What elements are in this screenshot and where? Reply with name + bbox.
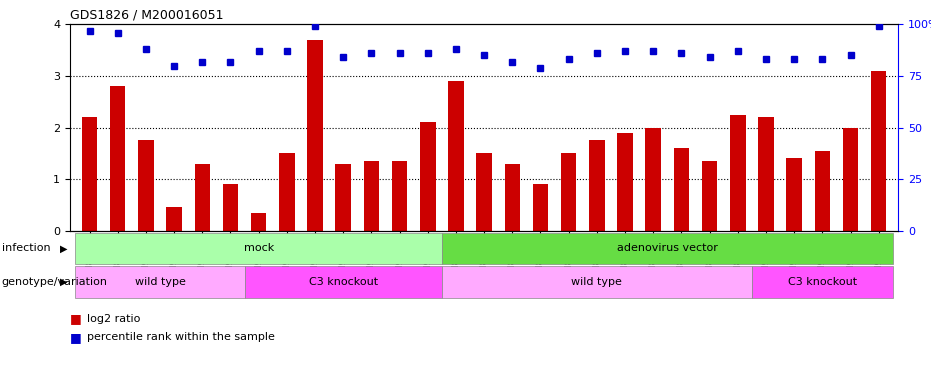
Bar: [477, 153, 492, 231]
Text: ■: ■: [70, 312, 82, 325]
Text: wild type: wild type: [572, 277, 622, 287]
Text: ■: ■: [70, 331, 82, 344]
Text: C3 knockout: C3 knockout: [788, 277, 857, 287]
Bar: [364, 161, 379, 231]
Bar: [589, 140, 604, 231]
Bar: [787, 158, 802, 231]
Text: C3 knockout: C3 knockout: [309, 277, 378, 287]
Bar: [420, 122, 436, 231]
Bar: [730, 115, 746, 231]
Text: percentile rank within the sample: percentile rank within the sample: [87, 333, 275, 342]
Bar: [843, 128, 858, 231]
Text: mock: mock: [244, 243, 274, 254]
Text: GDS1826 / M200016051: GDS1826 / M200016051: [70, 9, 223, 22]
Bar: [167, 207, 182, 231]
Text: infection: infection: [2, 243, 50, 254]
Bar: [138, 140, 154, 231]
Bar: [533, 184, 548, 231]
Bar: [307, 40, 323, 231]
Text: wild type: wild type: [135, 277, 185, 287]
Text: ▶: ▶: [60, 277, 67, 287]
Bar: [279, 153, 294, 231]
Bar: [392, 161, 408, 231]
Bar: [870, 71, 886, 231]
Text: genotype/variation: genotype/variation: [2, 277, 108, 287]
Bar: [702, 161, 718, 231]
Text: log2 ratio: log2 ratio: [87, 314, 140, 324]
Bar: [758, 117, 774, 231]
Bar: [82, 117, 98, 231]
Bar: [335, 164, 351, 231]
Bar: [195, 164, 210, 231]
Bar: [448, 81, 464, 231]
Bar: [250, 213, 266, 231]
Bar: [223, 184, 238, 231]
Bar: [560, 153, 576, 231]
Text: ▶: ▶: [60, 243, 67, 254]
Bar: [674, 148, 689, 231]
Bar: [645, 128, 661, 231]
Bar: [815, 151, 830, 231]
Text: adenovirus vector: adenovirus vector: [617, 243, 718, 254]
Bar: [110, 86, 126, 231]
Bar: [505, 164, 520, 231]
Bar: [617, 133, 633, 231]
